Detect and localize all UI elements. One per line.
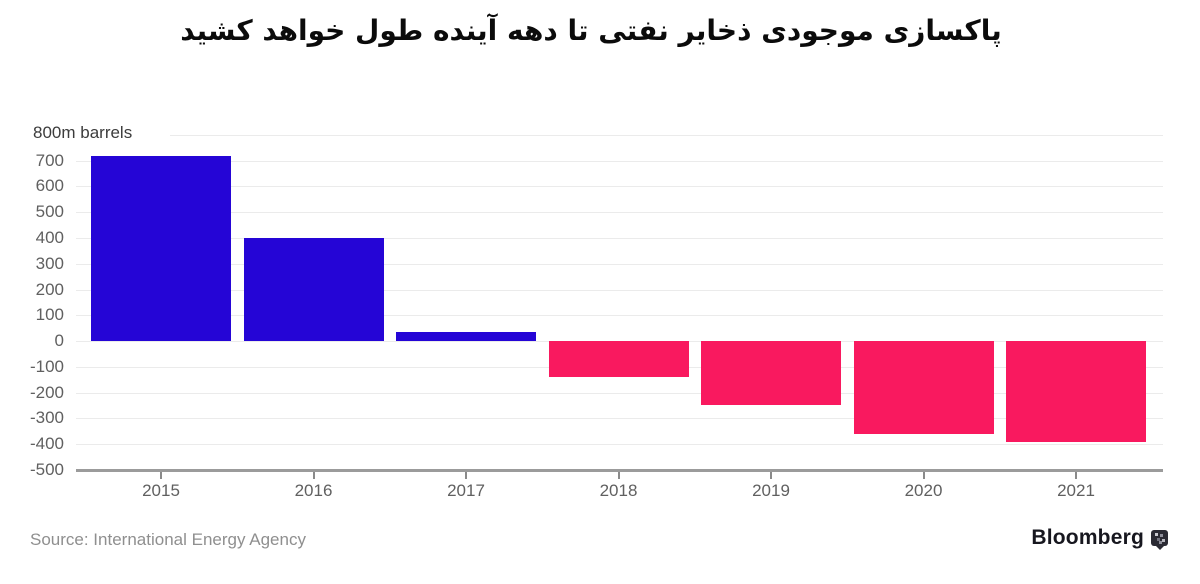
bloomberg-branding: Bloomberg	[1031, 526, 1168, 550]
y-tick-label-100: 100	[35, 305, 64, 325]
x-tick-label-2019: 2019	[752, 480, 790, 500]
x-tick-mark-2018	[617, 471, 620, 479]
gridline--200	[76, 392, 1163, 394]
bar-2020	[853, 341, 994, 434]
bloomberg-mark-icon	[1151, 530, 1168, 550]
gridline-800	[170, 134, 1163, 136]
x-tick-mark-2017	[465, 471, 467, 479]
y-tick-label--500: -500	[29, 459, 64, 479]
y-tick-label--400: -400	[29, 434, 64, 454]
x-tick-label-2016: 2016	[294, 480, 333, 500]
y-tick-label--200: -200	[29, 382, 64, 402]
y-tick-label-300: 300	[35, 253, 64, 273]
x-tick-mark-2019	[770, 471, 772, 479]
x-tick-label-2017: 2017	[447, 480, 485, 500]
chart-title: پاکسازی موجودی ذخایر نفتی تا دهه آینده ط…	[180, 14, 1002, 47]
y-tick-label-700: 700	[35, 150, 64, 170]
bar-2019	[701, 341, 841, 406]
y-tick-label--300: -300	[29, 408, 64, 428]
gridline-300	[76, 263, 1163, 265]
x-tick-label-2018: 2018	[599, 480, 638, 500]
bar-2017	[396, 332, 536, 341]
source-attribution: Source: International Energy Agency	[30, 530, 306, 549]
gridline-100	[76, 315, 1163, 317]
gridline-400	[76, 237, 1163, 239]
x-tick-mark-2016	[312, 471, 315, 479]
bar-2021	[1006, 341, 1146, 442]
bar-2015	[91, 155, 231, 341]
y-tick-label--100: -100	[29, 356, 64, 376]
bar-2018	[548, 341, 689, 378]
y-axis-unit-label: 800m barrels	[33, 122, 133, 142]
gridline-600	[76, 186, 1163, 188]
x-axis-line	[76, 468, 1163, 472]
gridline-700	[76, 160, 1163, 162]
x-tick-mark-2021	[1075, 471, 1077, 479]
gridline-500	[76, 212, 1163, 214]
gridline--300	[76, 418, 1163, 420]
x-tick-label-2021: 2021	[1057, 480, 1095, 500]
y-tick-label-600: 600	[35, 176, 64, 196]
bar-2016	[243, 237, 384, 341]
x-tick-label-2015: 2015	[142, 480, 180, 500]
y-tick-label-0: 0	[54, 331, 64, 350]
x-tick-mark-2020	[922, 471, 925, 479]
bloomberg-logo-text: Bloomberg	[1031, 526, 1144, 549]
gridline-200	[76, 289, 1163, 291]
y-tick-label-400: 400	[35, 227, 64, 247]
y-tick-label-500: 500	[35, 202, 64, 222]
y-tick-label-200: 200	[35, 279, 64, 299]
x-tick-mark-2015	[160, 471, 162, 479]
x-tick-label-2020: 2020	[904, 480, 943, 500]
gridline--400	[76, 444, 1163, 446]
